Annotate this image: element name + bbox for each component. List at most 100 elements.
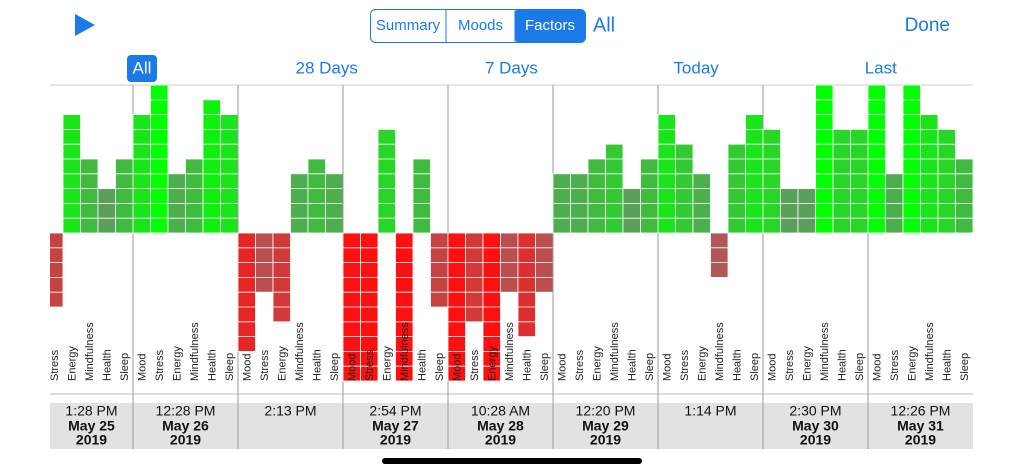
factor-bar [850,128,869,234]
factor-label: Stress [469,349,481,381]
factor-bar [307,158,326,234]
range-tab[interactable]: Today [673,58,719,77]
segment[interactable]: Moods [458,17,503,34]
segment[interactable]: Factors [525,17,575,34]
factor-label: Mindfulness [504,322,516,381]
entry-date: May 25 [68,418,115,434]
factor-label: Health [837,349,849,381]
play-button[interactable] [75,14,95,36]
tab-selected [127,55,157,82]
factor-bar [955,158,973,234]
entry-time: 1:14 PM [684,403,736,419]
factor-label: Mindfulness [189,322,201,381]
factor-label: Sleep [959,353,971,381]
entry-date: May 31 [897,418,944,434]
factor-label: Health [627,349,639,381]
factor-label: Health [102,349,114,381]
factor-label: Sleep [539,353,551,381]
factor-label: Mood [557,353,569,381]
entry-time: 10:28 AM [471,403,530,419]
factor-label: Mood [137,353,149,381]
entry-date: May 28 [477,418,524,434]
factor-label: Sleep [644,353,656,381]
factor-label: Mindfulness [294,322,306,381]
entry-time: 2:54 PM [369,403,421,419]
factor-label: Energy [487,346,499,381]
factor-bar [832,128,851,234]
factor-label: Mood [872,353,884,381]
factor-label: Stress [49,349,61,381]
done-button[interactable]: Done [905,15,950,36]
segmented-control: Summary Moods Factors [370,9,586,43]
range-tab[interactable]: All [133,58,152,77]
factor-label: Health [207,349,219,381]
factor-bar [762,128,781,234]
range-tab[interactable]: 7 Days [485,58,538,77]
factor-label: Stress [364,349,376,381]
factor-label: Energy [382,346,394,381]
entry-year: 2019 [380,432,411,448]
entry-date: May 26 [162,418,209,434]
factor-bar [587,158,606,234]
factor-label: Sleep [434,353,446,381]
factor-label: Health [522,349,534,381]
factor-label: Sleep [854,353,866,381]
entry-year: 2019 [905,432,936,448]
factor-label: Stress [259,349,271,381]
factor-bar [622,188,641,234]
factor-label: Health [312,349,324,381]
factor-label: Mindfulness [84,322,96,381]
factor-label: Stress [889,349,901,381]
filter-button[interactable]: All [593,14,615,36]
factor-label: Mood [452,353,464,381]
entry-year: 2019 [485,432,516,448]
entry-date: May 30 [792,418,839,434]
entry-date: May 29 [582,418,629,434]
factor-label: Health [942,349,954,381]
factor-bar [80,158,99,234]
entry-time: 2:13 PM [264,403,316,419]
factor-label: Energy [172,346,184,381]
factor-label: Mindfulness [609,322,621,381]
entry-time: 12:28 PM [156,403,216,419]
range-tab[interactable]: Last [865,58,897,77]
entry-time: 12:20 PM [576,403,636,419]
factor-bar [115,158,134,234]
factor-label: Mindfulness [399,322,411,381]
factor-label: Mood [347,353,359,381]
entry-year: 2019 [170,432,201,448]
factor-label: Sleep [224,353,236,381]
factor-label: Stress [154,349,166,381]
factor-label: Mindfulness [714,322,726,381]
factor-label: Sleep [749,353,761,381]
factor-label: Mood [242,353,254,381]
factor-bar [797,188,816,234]
factor-label: Energy [697,346,709,381]
segment-border [370,9,586,43]
entry-year: 2019 [76,432,107,448]
factor-label: Mood [662,353,674,381]
entry-year: 2019 [590,432,621,448]
entry-date: May 27 [372,418,419,434]
factor-bar [937,128,956,234]
range-tab[interactable]: 28 Days [296,58,358,77]
entry-year: 2019 [800,432,831,448]
entry-time: 2:30 PM [789,403,841,419]
factor-label: Energy [907,346,919,381]
segment[interactable]: Summary [376,17,441,34]
factor-label: Energy [67,346,79,381]
factor-label: Health [417,349,429,381]
factor-bar [412,158,431,234]
factor-label: Stress [679,349,691,381]
factor-bar [780,188,799,234]
factor-label: Sleep [329,353,341,381]
entry-time: 12:26 PM [891,403,951,419]
range-tabs: All 28 Days 7 Days Today Last [127,55,897,82]
entry-time: 1:28 PM [65,403,117,419]
factor-bar [517,232,536,337]
factor-bar [640,158,659,234]
factor-bar [430,232,449,308]
footer-band [50,403,973,449]
factor-bar [377,128,396,234]
